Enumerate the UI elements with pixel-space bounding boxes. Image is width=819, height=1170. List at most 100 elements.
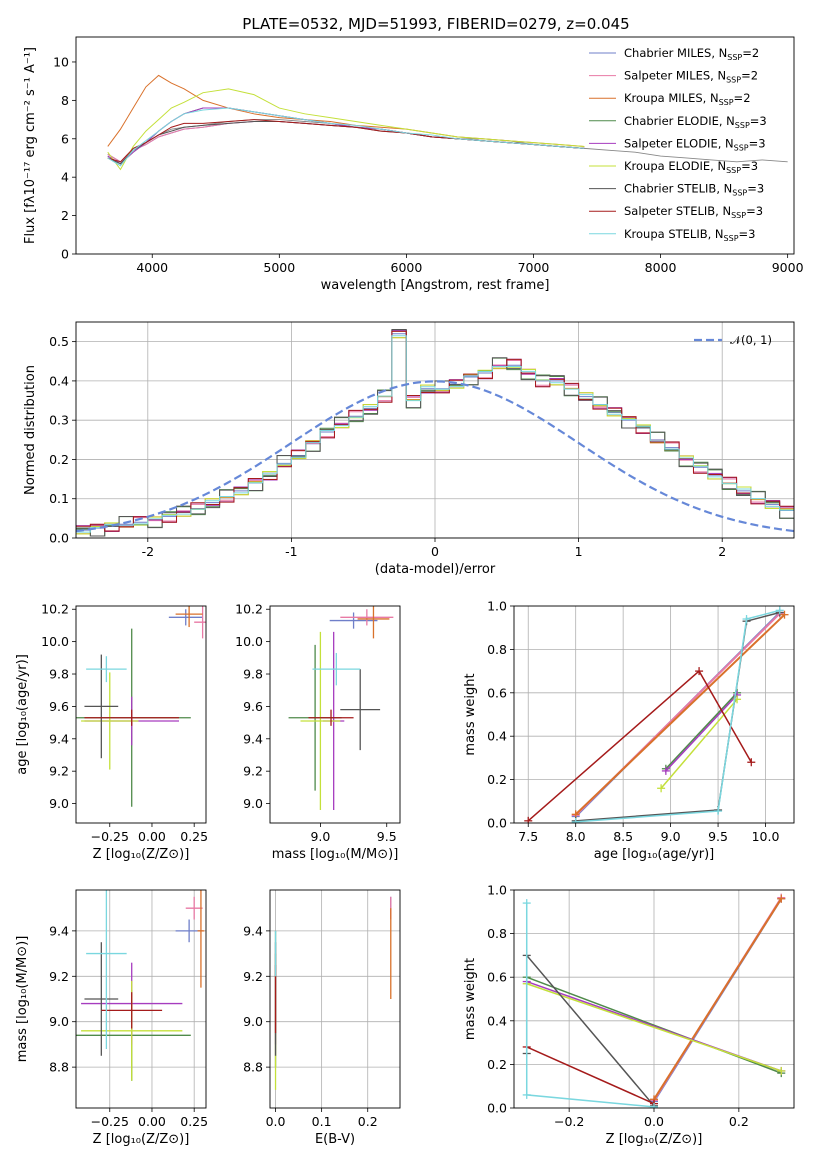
y-tick-label: 9.2 bbox=[243, 969, 263, 984]
legend-label: Kroupa ELODIE, NSSP=3 bbox=[624, 159, 758, 175]
errorbar-point bbox=[194, 606, 206, 639]
x-tick-label: 0.1 bbox=[312, 1114, 332, 1129]
legend-nssp-prefix: , N bbox=[710, 159, 726, 173]
normal-distribution-curve bbox=[76, 380, 794, 533]
y-axis-label: age [log₁₀(age/yr)] bbox=[15, 654, 30, 775]
legend-model-name: Kroupa STELIB bbox=[624, 227, 708, 241]
y-tick-label: 8 bbox=[61, 93, 69, 108]
x-tick-label: 4000 bbox=[136, 260, 168, 275]
plus-marker bbox=[695, 667, 704, 676]
legend-model-name: Salpeter ELODIE bbox=[624, 136, 718, 150]
legend-nssp-sub: SSP bbox=[726, 166, 741, 175]
legend-nssp-value: 2 bbox=[752, 46, 759, 60]
mass-weight-line bbox=[526, 983, 782, 1072]
mass-weight-line bbox=[665, 692, 738, 770]
y-tick-label: 9.8 bbox=[243, 667, 263, 682]
errorbar-point bbox=[84, 942, 119, 1056]
plus-marker bbox=[661, 766, 670, 775]
y-tick-label: 2 bbox=[61, 208, 69, 223]
plus-marker bbox=[524, 816, 533, 823]
mass-weight-line bbox=[660, 698, 738, 789]
x-tick-label: 0.00 bbox=[138, 1114, 166, 1129]
legend-nssp-prefix: , N bbox=[719, 114, 735, 128]
legend-nssp-value: 2 bbox=[743, 91, 750, 105]
legend-model-name: Chabrier ELODIE bbox=[624, 114, 719, 128]
y-axis-label: Flux [fλ10⁻¹⁷ erg cm⁻² s⁻¹ A⁻¹] bbox=[23, 47, 38, 244]
legend-nssp-prefix: , N bbox=[708, 227, 724, 241]
legend-nssp-eq: = bbox=[749, 136, 759, 150]
y-tick-label: 10 bbox=[53, 54, 69, 69]
axes-frame bbox=[75, 889, 207, 1109]
x-axis-label: Z [log₁₀(Z/Z⊙)] bbox=[93, 847, 190, 862]
plot-area-age-vs-mass bbox=[288, 606, 394, 811]
legend-nssp-prefix: , N bbox=[716, 182, 732, 196]
x-tick-label: −0.25 bbox=[91, 829, 129, 844]
plot-area-weight-vs-age bbox=[514, 606, 794, 823]
y-tick-label: 0.0 bbox=[487, 1101, 507, 1116]
x-tick-label: -2 bbox=[142, 544, 154, 559]
plus-marker bbox=[522, 899, 531, 908]
legend-nssp-sub: SSP bbox=[732, 189, 747, 198]
x-axis-label: mass [log₁₀(M/M⊙)] bbox=[272, 847, 399, 862]
y-tick-label: 0.6 bbox=[487, 685, 507, 700]
y-tick-label: 8.8 bbox=[243, 1060, 263, 1075]
x-tick-label: 8.5 bbox=[613, 829, 633, 844]
y-tick-label: 0.8 bbox=[487, 642, 507, 657]
legend-model-name: Kroupa MILES bbox=[624, 91, 703, 105]
errorbar-point bbox=[300, 631, 341, 811]
y-tick-label: 0.3 bbox=[49, 413, 69, 428]
y-tick-label: 10.2 bbox=[235, 602, 263, 617]
x-tick-label: 8.0 bbox=[566, 829, 586, 844]
panel-age-vs-Z: −0.25 0.00 0.25 9.0 9.2 9.4 9.6 9.8 10.0 10.2 Z [l… bbox=[15, 602, 208, 862]
x-tick-label: 6000 bbox=[391, 260, 423, 275]
mass-weight-line bbox=[665, 694, 738, 772]
legend-nssp-value: 3 bbox=[756, 204, 763, 218]
panel-age-vs-mass: 9.0 9.5 9.0 9.2 9.4 9.6 9.8 10.0 10.2 mass [log₁₀… bbox=[235, 602, 401, 862]
errorbar-point bbox=[168, 609, 203, 626]
y-tick-label: 1.0 bbox=[487, 883, 507, 898]
plus-marker bbox=[780, 610, 789, 619]
y-axis-label: Normed distribution bbox=[23, 365, 38, 495]
y-tick-label: 9.4 bbox=[243, 923, 263, 938]
y-tick-label: 10.2 bbox=[41, 602, 69, 617]
legend-nssp-sub: SSP bbox=[726, 76, 741, 85]
x-tick-label: 9.5 bbox=[708, 829, 728, 844]
x-axis-label: Z [log₁₀(Z/Z⊙)] bbox=[93, 1132, 190, 1147]
legend-nssp-prefix: , N bbox=[715, 204, 731, 218]
plot-area-spectrum bbox=[107, 74, 788, 171]
legend-nssp-eq: = bbox=[742, 46, 752, 60]
y-tick-label: 0.2 bbox=[487, 772, 507, 787]
x-tick-label: 9000 bbox=[772, 260, 804, 275]
legend-label: Salpeter ELODIE, NSSP=3 bbox=[624, 136, 766, 152]
errorbar-point bbox=[81, 672, 139, 770]
x-tick-label: 0 bbox=[431, 544, 439, 559]
x-tick-label: 0.00 bbox=[138, 829, 166, 844]
legend-label: Chabrier ELODIE, NSSP=3 bbox=[624, 114, 767, 130]
y-tick-label: 0.2 bbox=[487, 1057, 507, 1072]
y-tick-label: 9.4 bbox=[243, 731, 263, 746]
x-tick-label: 10.0 bbox=[752, 829, 780, 844]
y-tick-label: 9.2 bbox=[243, 764, 263, 779]
y-tick-label: 1.0 bbox=[487, 599, 507, 614]
model-spectrum-line bbox=[107, 74, 585, 147]
y-tick-label: 9.2 bbox=[49, 969, 69, 984]
legend-nssp-eq: = bbox=[734, 91, 744, 105]
legend-label: Kroupa STELIB, NSSP=3 bbox=[624, 227, 756, 243]
legend-nssp-eq: = bbox=[741, 159, 751, 173]
x-tick-label: 0.2 bbox=[358, 1114, 378, 1129]
errorbar-point bbox=[340, 669, 381, 751]
legend-nssp-prefix: , N bbox=[711, 46, 727, 60]
x-tick-label: 0.25 bbox=[180, 829, 208, 844]
plus-marker bbox=[650, 1102, 658, 1108]
errorbar-point bbox=[197, 890, 205, 988]
y-tick-label: 9.0 bbox=[49, 796, 69, 811]
axes-frame bbox=[513, 889, 795, 1109]
plus-marker bbox=[747, 758, 756, 767]
plus-marker bbox=[777, 1066, 786, 1075]
y-tick-label: 0.4 bbox=[49, 373, 69, 388]
errorbar-point bbox=[340, 609, 394, 626]
x-axis-label: wavelength [Angstrom, rest frame] bbox=[321, 278, 550, 293]
legend-nssp-sub: SSP bbox=[724, 234, 739, 243]
legend-nssp-sub: SSP bbox=[734, 143, 749, 152]
